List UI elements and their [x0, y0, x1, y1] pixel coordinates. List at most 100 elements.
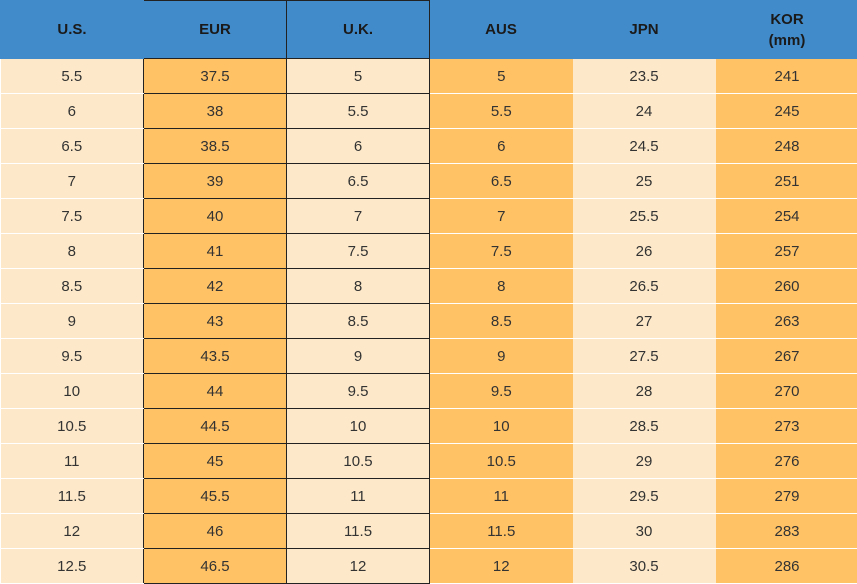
table-cell: 12.5	[0, 548, 144, 584]
table-cell: 37.5	[143, 58, 287, 94]
table-row: 10.5 44.5 10 10 28.5 273	[0, 408, 857, 444]
table-row: 10 44 9.5 9.5 28 270	[0, 373, 857, 409]
table-cell: 260	[715, 268, 857, 304]
table-cell: 11	[429, 478, 573, 514]
table-cell: 25.5	[572, 198, 716, 234]
table-cell: 29	[572, 443, 716, 479]
table-cell: 10	[0, 373, 144, 409]
table-body: 5.5 37.5 5 5 23.5 241 6 38 5.5 5.5 24 245 6.5 38.5 6 6 2…	[0, 58, 857, 584]
table-cell: 8.5	[429, 303, 573, 339]
table-cell: 6	[429, 128, 573, 164]
table-cell: 12	[286, 548, 430, 584]
table-row: 11.5 45.5 11 11 29.5 279	[0, 478, 857, 514]
table-cell: 43	[143, 303, 287, 339]
table-cell: 28	[572, 373, 716, 409]
table-cell: 46	[143, 513, 287, 549]
table-cell: 23.5	[572, 58, 716, 94]
table-cell: 6.5	[0, 128, 144, 164]
table-cell: 9	[0, 303, 144, 339]
table-cell: 5	[286, 58, 430, 94]
table-cell: 27	[572, 303, 716, 339]
table-cell: 283	[715, 513, 857, 549]
table-cell: 9	[286, 338, 430, 374]
table-row: 9 43 8.5 8.5 27 263	[0, 303, 857, 339]
header-row: U.S. EUR U.K. AUS JPN KOR (mm)	[0, 0, 857, 59]
table-cell: 7.5	[286, 233, 430, 269]
table-cell: 8.5	[0, 268, 144, 304]
table-cell: 11	[0, 443, 144, 479]
table-cell: 40	[143, 198, 287, 234]
table-cell: 9.5	[429, 373, 573, 409]
table-cell: 44.5	[143, 408, 287, 444]
table-cell: 45.5	[143, 478, 287, 514]
table-cell: 251	[715, 163, 857, 199]
table-cell: 12	[0, 513, 144, 549]
table-cell: 30	[572, 513, 716, 549]
table-cell: 279	[715, 478, 857, 514]
table-cell: 286	[715, 548, 857, 584]
table-cell: 6.5	[286, 163, 430, 199]
table-cell: 8.5	[286, 303, 430, 339]
table-cell: 45	[143, 443, 287, 479]
table-cell: 5.5	[286, 93, 430, 129]
table-cell: 8	[0, 233, 144, 269]
table-cell: 39	[143, 163, 287, 199]
table-cell: 11.5	[286, 513, 430, 549]
table-cell: 10	[286, 408, 430, 444]
table-cell: 270	[715, 373, 857, 409]
table-cell: 26.5	[572, 268, 716, 304]
table-cell: 26	[572, 233, 716, 269]
table-row: 12.5 46.5 12 12 30.5 286	[0, 548, 857, 584]
table-cell: 25	[572, 163, 716, 199]
table-cell: 44	[143, 373, 287, 409]
header-cell: JPN	[572, 0, 716, 59]
table-row: 8.5 42 8 8 26.5 260	[0, 268, 857, 304]
table-row: 9.5 43.5 9 9 27.5 267	[0, 338, 857, 374]
table-row: 5.5 37.5 5 5 23.5 241	[0, 58, 857, 94]
table-cell: 273	[715, 408, 857, 444]
header-cell: AUS	[429, 0, 573, 59]
table-cell: 7.5	[429, 233, 573, 269]
table-cell: 9.5	[286, 373, 430, 409]
table-cell: 276	[715, 443, 857, 479]
table-cell: 6	[0, 93, 144, 129]
table-cell: 7.5	[0, 198, 144, 234]
table-row: 8 41 7.5 7.5 26 257	[0, 233, 857, 269]
table-cell: 7	[0, 163, 144, 199]
header-cell: KOR (mm)	[715, 0, 857, 59]
table-cell: 24	[572, 93, 716, 129]
table-cell: 8	[286, 268, 430, 304]
table-cell: 46.5	[143, 548, 287, 584]
table-cell: 10	[429, 408, 573, 444]
table-cell: 38	[143, 93, 287, 129]
table-row: 7.5 40 7 7 25.5 254	[0, 198, 857, 234]
table-cell: 11.5	[429, 513, 573, 549]
table-cell: 5.5	[429, 93, 573, 129]
table-cell: 30.5	[572, 548, 716, 584]
table-cell: 38.5	[143, 128, 287, 164]
table-cell: 5.5	[0, 58, 144, 94]
table-cell: 6	[286, 128, 430, 164]
table-cell: 9.5	[0, 338, 144, 374]
table-cell: 263	[715, 303, 857, 339]
table-cell: 8	[429, 268, 573, 304]
table-cell: 6.5	[429, 163, 573, 199]
table-cell: 7	[429, 198, 573, 234]
table-cell: 24.5	[572, 128, 716, 164]
table-cell: 10.5	[0, 408, 144, 444]
table-cell: 267	[715, 338, 857, 374]
table-row: 12 46 11.5 11.5 30 283	[0, 513, 857, 549]
header-cell: U.S.	[0, 0, 144, 59]
table-cell: 248	[715, 128, 857, 164]
table-cell: 11	[286, 478, 430, 514]
table-cell: 10.5	[286, 443, 430, 479]
table-cell: 7	[286, 198, 430, 234]
header-cell: EUR	[143, 0, 287, 59]
table-cell: 254	[715, 198, 857, 234]
table-cell: 27.5	[572, 338, 716, 374]
table-cell: 12	[429, 548, 573, 584]
table-cell: 257	[715, 233, 857, 269]
table-row: 6.5 38.5 6 6 24.5 248	[0, 128, 857, 164]
